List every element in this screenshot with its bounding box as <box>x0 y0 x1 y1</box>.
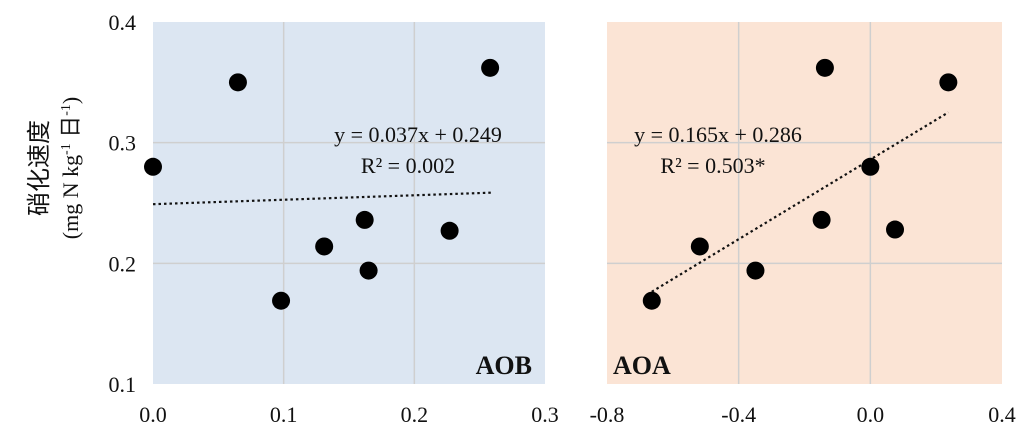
panel-label: AOB <box>476 351 532 380</box>
plot-area <box>153 22 545 384</box>
data-point <box>642 291 661 310</box>
panel-label: AOA <box>613 351 671 380</box>
x-tick-label: 0.3 <box>531 402 559 427</box>
trend-equation: y = 0.165x + 0.286 <box>634 122 802 147</box>
y-unit-part2: 日 <box>58 116 83 144</box>
y-unit-part1: (mg N kg <box>58 155 83 239</box>
y-axis-label: 硝化速度 <box>25 120 53 216</box>
y-axis-title: 硝化速度 <box>25 120 53 216</box>
y-axis-unit-label: (mg N kg-1 日-1) <box>58 97 83 240</box>
data-point <box>481 58 500 77</box>
data-point <box>359 261 378 280</box>
y-axis-unit: (mg N kg-1 日-1) <box>58 97 83 240</box>
y-tick-label: 0.4 <box>109 10 137 35</box>
x-tick-label: 0.2 <box>401 402 429 427</box>
data-point <box>812 210 831 229</box>
data-point <box>144 157 162 176</box>
x-tick-label: 0.4 <box>988 402 1016 427</box>
data-point <box>228 73 247 92</box>
x-tick-label: 0.0 <box>857 402 885 427</box>
x-tick-label: 0.1 <box>270 402 298 427</box>
x-tick-label: -0.4 <box>721 402 756 427</box>
r-squared-label: R² = 0.002 <box>361 153 455 178</box>
data-point <box>272 291 291 310</box>
data-point <box>355 210 374 229</box>
data-point <box>690 237 709 256</box>
data-point <box>440 221 459 240</box>
plot-area <box>607 22 1002 384</box>
y-unit-sup1: -1 <box>59 143 74 155</box>
panel-aob: 0.0 0.1 0.2 0.30.10.20.30.4y = 0.037x + 0.2… <box>109 10 559 427</box>
data-point <box>886 220 905 239</box>
r-squared-label: R² = 0.503* <box>660 153 765 178</box>
data-point <box>939 73 958 92</box>
x-tick-label: 0.0 <box>139 402 167 427</box>
data-point <box>815 58 834 77</box>
y-unit-part3: ) <box>58 97 83 104</box>
panel-aoa: -0.8 -0.4 0.0 0.4 y = 0.165x + 0.286 R² = 0.5… <box>590 22 1016 427</box>
y-tick-label: 0.3 <box>109 131 137 156</box>
y-tick-label: 0.2 <box>109 251 137 276</box>
x-tick-label: -0.8 <box>590 402 625 427</box>
y-tick-label: 0.1 <box>109 372 137 397</box>
trendline <box>152 191 493 206</box>
data-point <box>315 237 334 256</box>
data-point <box>861 157 880 176</box>
y-unit-sup2: -1 <box>59 104 74 116</box>
data-point <box>746 261 765 280</box>
trend-equation: y = 0.037x + 0.249 <box>334 122 502 147</box>
